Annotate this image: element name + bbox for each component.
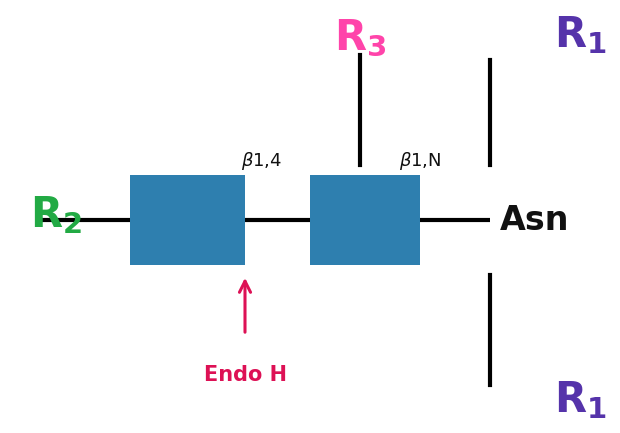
Text: $\mathbf{R_1}$: $\mathbf{R_1}$: [554, 379, 606, 421]
Text: $\mathbf{R_3}$: $\mathbf{R_3}$: [334, 17, 386, 59]
Text: $\beta$1,4: $\beta$1,4: [241, 150, 283, 172]
Text: Endo H: Endo H: [203, 365, 286, 385]
Bar: [310, 175, 420, 265]
Text: Asn: Asn: [500, 204, 570, 236]
Text: $\beta$1,N: $\beta$1,N: [399, 150, 441, 172]
Text: $\mathbf{R_2}$: $\mathbf{R_2}$: [30, 194, 82, 236]
Text: $\mathbf{R_1}$: $\mathbf{R_1}$: [554, 14, 606, 56]
Bar: [130, 175, 245, 265]
